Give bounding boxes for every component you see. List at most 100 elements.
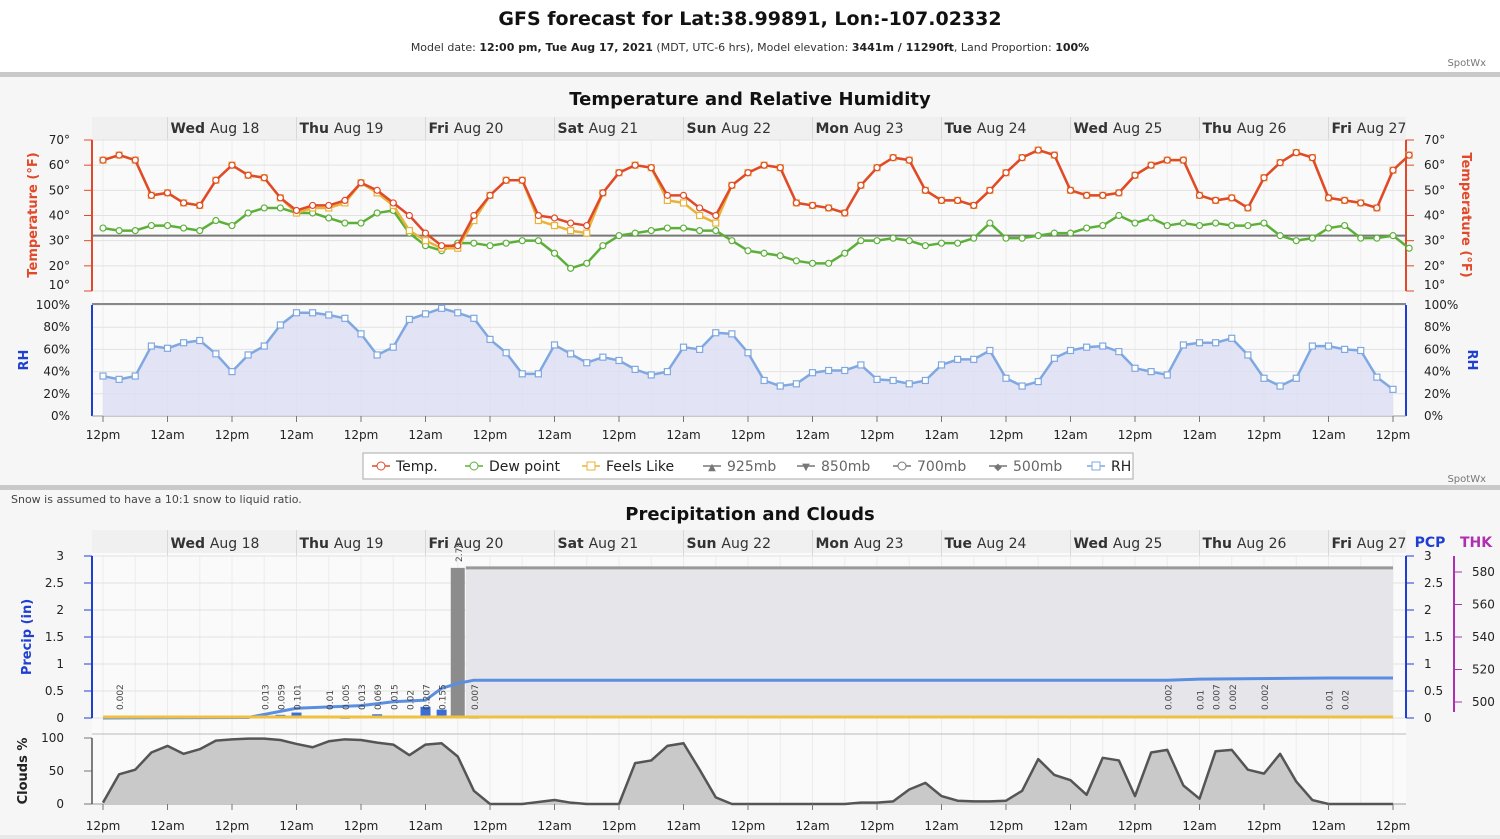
- x-tick-label: 12am: [279, 428, 313, 442]
- temperature-point: [1018, 154, 1026, 162]
- rh-point: [728, 330, 736, 338]
- cloud-area: [103, 738, 1393, 804]
- rh-point: [147, 342, 155, 350]
- precip-tick-left: 2: [56, 603, 64, 617]
- model-info-part: , Land Proportion:: [953, 41, 1056, 54]
- precip-tick-right: 3: [1424, 549, 1432, 563]
- rh-point: [567, 350, 575, 358]
- rh-point: [647, 371, 655, 379]
- temperature-point: [292, 206, 301, 215]
- divider: [0, 72, 1500, 77]
- day-label: Tue Aug 24: [945, 536, 1027, 552]
- x-tick-label: 12am: [1182, 428, 1216, 442]
- rh-point: [131, 372, 139, 380]
- dew-point-line: [102, 206, 1410, 270]
- temperature-point: [1147, 161, 1155, 169]
- rh-point: [937, 361, 946, 369]
- rh-point: [954, 355, 962, 363]
- precip-value-label: 0.207: [423, 684, 433, 710]
- day-label: Sun Aug 22: [687, 121, 772, 137]
- x-tick-label: 12pm: [1118, 819, 1153, 833]
- feels-like-point: [550, 221, 559, 230]
- x-tick-label: 12pm: [344, 428, 379, 442]
- temp-tick-right: 20°: [1424, 259, 1445, 273]
- temperature-point: [857, 181, 865, 189]
- day-label-band: [92, 530, 1406, 553]
- dew-point-point: [1405, 244, 1413, 252]
- rh-point: [1228, 334, 1236, 342]
- rh-point: [454, 309, 462, 317]
- temperature-point: [486, 191, 494, 199]
- dew-point-point: [679, 224, 688, 232]
- temperature-point: [792, 199, 800, 207]
- model-info: Model date: 12:00 pm, Tue Aug 17, 2021 (…: [0, 41, 1500, 54]
- dew-point-point: [1163, 221, 1171, 230]
- feels-like-point: [583, 229, 591, 237]
- legend: Temp. Dew point Feels Like ▲ 925mb ▼ 850mb 700m…: [362, 452, 1134, 480]
- model-info-part: 3441m / 11290ft: [851, 41, 954, 54]
- rh-tick-right: 0%: [1424, 409, 1443, 423]
- rh-point: [744, 349, 752, 357]
- temperature-point: [1066, 186, 1075, 194]
- temperature-point: [196, 201, 204, 210]
- rh-axis-label: RH: [17, 350, 32, 371]
- spotwx-credit[interactable]: SpotWx: [1447, 58, 1486, 69]
- temperature-point: [760, 161, 768, 169]
- temp-tick-left: 10°: [49, 278, 70, 292]
- temp-tick-right: 60°: [1424, 158, 1445, 172]
- temperature-point: [212, 176, 220, 184]
- temp-axis-label-right: Temperature (°F): [1458, 152, 1473, 277]
- rh-point: [341, 314, 349, 322]
- rh-tick-right: 20%: [1424, 387, 1451, 401]
- model-info-part: 12:00 pm, Tue Aug 17, 2021: [479, 41, 653, 54]
- rh-tick-left: 80%: [43, 320, 70, 334]
- rh-point: [1357, 346, 1365, 355]
- x-tick-label: 12am: [1053, 819, 1087, 833]
- day-label: Thu Aug 19: [300, 121, 384, 137]
- temperature-point: [615, 169, 623, 177]
- x-tick-label: 12am: [1182, 819, 1216, 833]
- rh-point: [534, 370, 542, 378]
- temperature-point: [905, 156, 913, 164]
- dew-point-point: [1099, 221, 1107, 230]
- day-label: Wed Aug 25: [1074, 536, 1163, 552]
- temperature-point: [405, 211, 413, 220]
- rh-point: [228, 368, 236, 376]
- x-tick-label: 12pm: [731, 819, 766, 833]
- x-tick-label: 12am: [1053, 428, 1087, 442]
- rh-point: [115, 375, 123, 383]
- feels-like-point: [405, 227, 413, 235]
- rh-point: [292, 309, 301, 317]
- dew-point-point: [1083, 224, 1091, 232]
- x-tick-label: 12am: [666, 819, 700, 833]
- temperature-point: [889, 154, 897, 162]
- dew-point-point: [1260, 219, 1268, 227]
- temperature-point: [438, 242, 446, 250]
- rh-point: [1260, 374, 1268, 382]
- temperature-point: [712, 211, 720, 220]
- model-info-part: (MDT, UTC-6 hrs), Model elevation:: [652, 41, 852, 54]
- rh-point: [470, 314, 478, 322]
- temperature-point: [599, 189, 607, 197]
- precip-value-label: 0.101: [294, 684, 304, 710]
- rh-point: [921, 376, 929, 385]
- temperature-point: [1308, 154, 1316, 162]
- day-label: Sat Aug 21: [558, 121, 639, 137]
- x-tick-label: 12am: [279, 819, 313, 833]
- temperature-point: [921, 186, 929, 194]
- chart-title: Precipitation and Clouds: [625, 504, 874, 525]
- temperature-point: [1228, 194, 1236, 202]
- dew-point-point: [470, 239, 478, 247]
- legend-item-label: Dew point: [489, 459, 561, 475]
- rh-point: [776, 382, 784, 390]
- temperature-point: [1034, 146, 1042, 154]
- dew-point-point: [825, 259, 833, 267]
- legend-swatch-marker: [469, 461, 479, 471]
- temperature-point: [147, 191, 155, 199]
- dew-point-point: [1131, 219, 1139, 227]
- temperature-point: [986, 186, 994, 194]
- dew-point-point: [1179, 219, 1187, 227]
- dew-point-point: [873, 237, 881, 245]
- dew-point-point: [1002, 234, 1010, 242]
- day-label: Mon Aug 23: [816, 121, 904, 137]
